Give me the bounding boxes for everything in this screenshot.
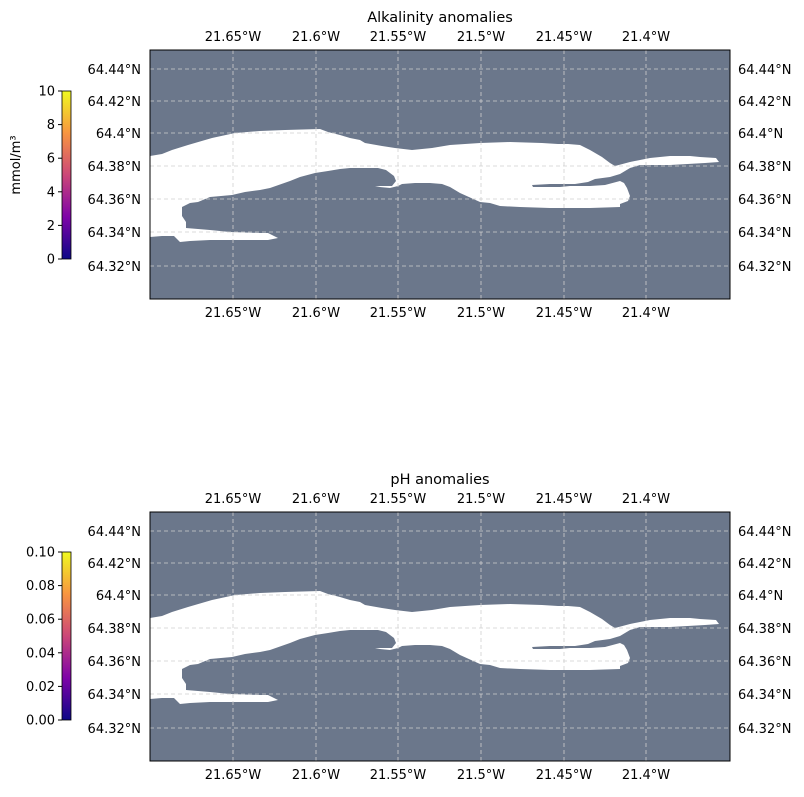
lat-tick-label-left: 64.44°N <box>88 525 141 540</box>
colorbar-tick-label: 0.10 <box>26 546 55 561</box>
lon-tick-label-top: 21.55°W <box>370 492 427 507</box>
lat-tick-label-right: 64.44°N <box>738 525 791 540</box>
lat-tick-label-left: 64.34°N <box>88 226 141 241</box>
colorbar-tick-label: 6 <box>47 152 55 167</box>
lon-tick-label-top: 21.5°W <box>457 492 505 507</box>
lon-tick-label-top: 21.55°W <box>370 30 427 45</box>
lon-tick-label-bottom: 21.5°W <box>457 306 505 321</box>
lat-tick-label-left: 64.44°N <box>88 63 141 78</box>
lat-tick-label-left: 64.32°N <box>88 722 141 737</box>
map-panel-alkalinity: Alkalinity anomalies 21.65°W 21.65°W 21.6°W… <box>9 10 791 321</box>
lon-tick-label-top: 21.4°W <box>622 492 670 507</box>
lon-tick-label-bottom: 21.4°W <box>622 306 670 321</box>
lon-tick-label-bottom: 21.45°W <box>536 768 593 783</box>
lon-tick-label-bottom: 21.55°W <box>370 306 427 321</box>
lat-tick-label-left: 64.42°N <box>88 95 141 110</box>
colorbar-gradient <box>61 90 72 260</box>
lat-tick-label-right: 64.44°N <box>738 63 791 78</box>
lat-tick-label-left: 64.4°N <box>96 589 141 604</box>
colorbar-tick-label: 0.04 <box>26 646 55 661</box>
lat-tick-label-right: 64.38°N <box>738 160 791 175</box>
lon-tick-label-top: 21.65°W <box>205 30 262 45</box>
panel-title: pH anomalies <box>390 472 489 488</box>
lat-tick-label-right: 64.38°N <box>738 622 791 637</box>
lon-tick-label-bottom: 21.65°W <box>205 768 262 783</box>
map-frame <box>149 49 731 300</box>
lon-tick-label-bottom: 21.65°W <box>205 306 262 321</box>
lat-tick-label-left: 64.32°N <box>88 260 141 275</box>
lat-tick-label-right: 64.34°N <box>738 226 791 241</box>
colorbar-tick-label: 0.02 <box>26 680 55 695</box>
lat-tick-label-right: 64.4°N <box>738 127 783 142</box>
lat-tick-label-right: 64.32°N <box>738 260 791 275</box>
colorbar-tick-label: 10 <box>38 85 55 100</box>
lat-tick-label-right: 64.36°N <box>738 655 791 670</box>
colorbar-tick-label: 0.08 <box>26 579 55 594</box>
colorbar: 0 2 4 6 8 10 mmol/m³ <box>9 85 72 268</box>
lat-tick-label-left: 64.36°N <box>88 655 141 670</box>
lon-tick-label-top: 21.6°W <box>292 30 340 45</box>
lon-tick-label-bottom: 21.6°W <box>292 768 340 783</box>
lon-tick-label-top: 21.45°W <box>536 492 593 507</box>
lon-tick-label-bottom: 21.45°W <box>536 306 593 321</box>
lon-tick-label-top: 21.45°W <box>536 30 593 45</box>
lon-tick-label-top: 21.4°W <box>622 30 670 45</box>
colorbar-gradient <box>61 551 72 721</box>
lon-tick-label-top: 21.65°W <box>205 492 262 507</box>
colorbar-tick-label: 0.00 <box>26 714 55 729</box>
lat-tick-label-right: 64.34°N <box>738 688 791 703</box>
map-panel-ph: pH anomalies 21.65°W 21.65°W 21.6°W 21.6°W 21… <box>26 472 791 783</box>
lon-tick-label-top: 21.6°W <box>292 492 340 507</box>
lat-tick-label-right: 64.42°N <box>738 95 791 110</box>
lon-tick-label-bottom: 21.6°W <box>292 306 340 321</box>
colorbar-tick-label: 2 <box>47 219 55 234</box>
lat-tick-label-right: 64.36°N <box>738 193 791 208</box>
lon-tick-label-bottom: 21.4°W <box>622 768 670 783</box>
lat-tick-label-right: 64.42°N <box>738 557 791 572</box>
lat-tick-label-left: 64.38°N <box>88 622 141 637</box>
lon-tick-label-top: 21.5°W <box>457 30 505 45</box>
colorbar: 0.00 0.02 0.04 0.06 0.08 0.10 <box>26 546 72 729</box>
colorbar-tick-label: 0 <box>47 253 55 268</box>
colorbar-tick-label: 8 <box>47 118 55 133</box>
lat-tick-label-left: 64.34°N <box>88 688 141 703</box>
lat-tick-label-left: 64.4°N <box>96 127 141 142</box>
lat-tick-label-left: 64.36°N <box>88 193 141 208</box>
lat-tick-label-left: 64.42°N <box>88 557 141 572</box>
lon-tick-label-bottom: 21.5°W <box>457 768 505 783</box>
lon-tick-label-bottom: 21.55°W <box>370 768 427 783</box>
map-frame <box>149 511 731 762</box>
colorbar-tick-label: 0.06 <box>26 613 55 628</box>
colorbar-label: mmol/m³ <box>9 135 24 194</box>
lat-tick-label-right: 64.32°N <box>738 722 791 737</box>
panel-title: Alkalinity anomalies <box>367 10 513 26</box>
colorbar-tick-label: 4 <box>47 185 55 200</box>
lat-tick-label-left: 64.38°N <box>88 160 141 175</box>
lat-tick-label-right: 64.4°N <box>738 589 783 604</box>
